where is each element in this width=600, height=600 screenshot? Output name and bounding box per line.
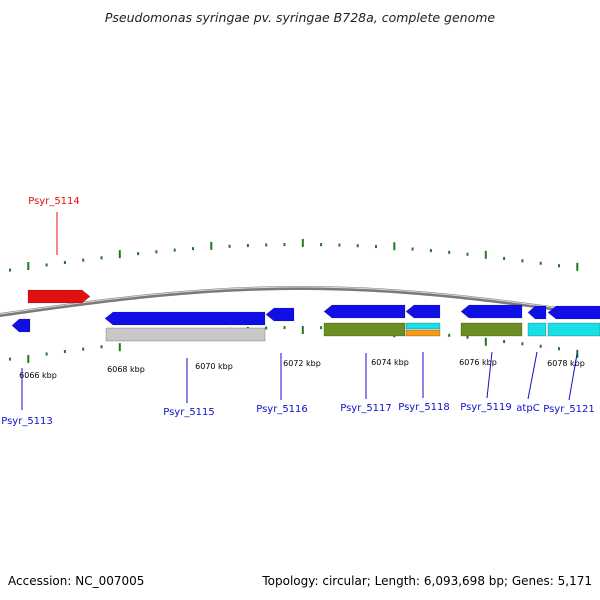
map-title: Pseudomonas syringae pv. syringae B728a,… bbox=[104, 10, 496, 25]
gene-label: Psyr_5114 bbox=[28, 196, 80, 207]
genome-backbone bbox=[0, 285, 600, 317]
gene-label: Psyr_5113 bbox=[1, 416, 53, 427]
genome-backbone-highlight bbox=[0, 286, 600, 315]
feature-bar-cyan bbox=[547, 322, 600, 337]
gene-arrow-reverse bbox=[547, 305, 600, 320]
gene-arrow-reverse bbox=[265, 307, 295, 322]
feature-bar-olive bbox=[323, 322, 406, 337]
gene-label: Psyr_5115 bbox=[163, 407, 215, 418]
scale-label: 6068 kbp bbox=[107, 365, 145, 374]
gene-arrow-reverse bbox=[527, 305, 547, 320]
scale-label: 6066 kbp bbox=[19, 371, 57, 380]
genome-summary: Topology: circular; Length: 6,093,698 bp… bbox=[262, 574, 592, 588]
gene-arrow-reverse bbox=[104, 311, 266, 326]
gene-leader-line bbox=[527, 351, 538, 400]
feature-bar-gray bbox=[105, 327, 266, 342]
gene-arrow-forward bbox=[27, 289, 91, 304]
feature-bar-cyan bbox=[527, 322, 547, 337]
scale-label: 6078 kbp bbox=[547, 359, 585, 368]
gene-arrow-reverse bbox=[323, 304, 406, 319]
accession-label: Accession: NC_007005 bbox=[8, 574, 145, 588]
gene-label: Psyr_5117 bbox=[340, 403, 392, 414]
gene-arrow-reverse bbox=[11, 318, 31, 333]
gene-leader-line bbox=[568, 353, 578, 401]
scale-label: 6070 kbp bbox=[195, 362, 233, 371]
scale-label: 6076 kbp bbox=[459, 358, 497, 367]
scale-label: 6072 kbp bbox=[283, 359, 321, 368]
gene-arrow-reverse bbox=[460, 304, 523, 319]
gene-label: Psyr_5121 bbox=[543, 404, 595, 415]
gene-leader-line bbox=[486, 351, 493, 399]
gene-label: Psyr_5119 bbox=[460, 402, 512, 413]
gene-label: Psyr_5116 bbox=[256, 404, 308, 415]
gene-arrow-reverse bbox=[405, 304, 441, 319]
feature-bar-olive bbox=[460, 322, 523, 337]
gene-label: atpC bbox=[516, 403, 539, 414]
gene-label: Psyr_5118 bbox=[398, 402, 450, 413]
feature-bar-orange bbox=[405, 329, 441, 337]
scale-label: 6074 kbp bbox=[371, 358, 409, 367]
feature-bar-cyan bbox=[405, 322, 441, 330]
